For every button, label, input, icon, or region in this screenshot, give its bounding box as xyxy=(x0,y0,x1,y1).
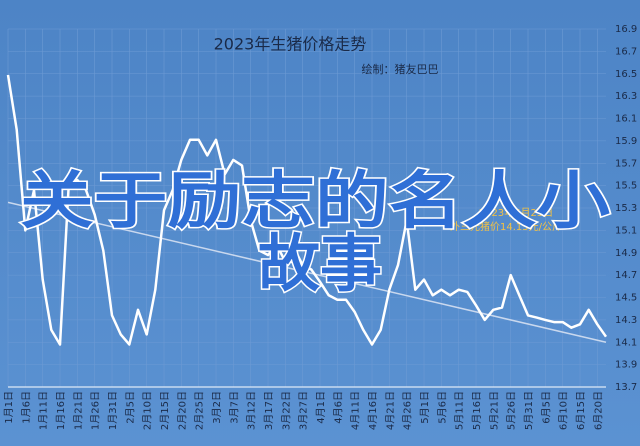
y-tick-label: 15.9 xyxy=(615,136,637,147)
trendline xyxy=(7,201,607,343)
x-tick-label: 6月15日 xyxy=(575,391,587,430)
x-tick-label: 5月1日 xyxy=(419,391,431,424)
x-tick-label: 3月2日 xyxy=(211,391,223,424)
y-tick-label: 14.3 xyxy=(615,315,637,326)
x-tick-label: 2月25日 xyxy=(194,391,206,430)
x-tick-label: 6月10日 xyxy=(558,391,570,430)
x-tick-label: 4月1日 xyxy=(315,391,327,424)
x-tick-label: 1月6日 xyxy=(20,391,32,424)
overlay-text: 故事 xyxy=(258,227,382,300)
x-tick-label: 2月15日 xyxy=(159,391,171,430)
x-tick-label: 5月21日 xyxy=(488,391,500,430)
x-tick-label: 4月26日 xyxy=(402,391,414,430)
x-tick-label: 2月10日 xyxy=(142,391,154,430)
x-tick-label: 1月31日 xyxy=(107,391,119,430)
x-tick-label: 3月7日 xyxy=(228,391,240,424)
price-line xyxy=(6,74,608,346)
y-tick-label: 13.9 xyxy=(615,360,637,371)
x-tick-label: 5月11日 xyxy=(454,391,466,430)
x-tick-label: 4月11日 xyxy=(350,391,362,430)
x-tick-label: 1月11日 xyxy=(38,391,50,430)
x-tick-label: 1月21日 xyxy=(72,391,84,430)
x-tick-label: 3月12日 xyxy=(246,391,258,430)
y-tick-label: 16.3 xyxy=(615,91,637,102)
y-tick-label: 16.7 xyxy=(615,46,637,57)
x-tick-label: 6月20日 xyxy=(592,391,604,430)
x-tick-label: 5月16日 xyxy=(471,391,483,430)
y-tick-label: 15.3 xyxy=(615,203,637,214)
y-tick-label: 14.1 xyxy=(615,337,637,348)
x-tick-label: 4月21日 xyxy=(384,391,396,430)
y-tick-label: 15.1 xyxy=(615,225,637,236)
y-tick-label: 16.5 xyxy=(615,69,637,80)
x-tick-label: 1月16日 xyxy=(55,391,67,430)
x-tick-label: 3月17日 xyxy=(263,391,275,430)
annotation: 外三元猪价14.15元/公斤 xyxy=(450,221,562,233)
x-tick-label: 4月6日 xyxy=(332,391,344,424)
x-tick-label: 3月27日 xyxy=(298,391,310,430)
overlay-text: 关于励志的名人小 xyxy=(20,164,610,237)
y-tick-label: 15.7 xyxy=(615,158,637,169)
x-tick-label: 5月31日 xyxy=(523,391,535,430)
x-tick-label: 2月5日 xyxy=(124,391,136,424)
y-tick-label: 14.7 xyxy=(615,270,637,281)
x-tick-label: 1月26日 xyxy=(90,391,102,430)
y-tick-label: 15.5 xyxy=(615,181,637,192)
chart-title: 2023年生猪价格走势 xyxy=(214,35,367,54)
x-tick-label: 5月6日 xyxy=(436,391,448,424)
x-tick-label: 1月1日 xyxy=(3,391,15,424)
grid xyxy=(7,28,606,388)
chart-subtitle: 绘制：猪友巴巴 xyxy=(362,62,439,76)
plot xyxy=(6,74,608,346)
y-tick-label: 13.7 xyxy=(615,382,637,393)
annotation: 2023年6月23日 xyxy=(479,206,554,219)
x-tick-label: 3月22日 xyxy=(280,391,292,430)
y-tick-label: 14.9 xyxy=(615,248,637,259)
x-tick-label: 6月5日 xyxy=(540,391,552,424)
y-tick-label: 14.5 xyxy=(615,293,637,304)
x-tick-label: 2月20日 xyxy=(176,391,188,430)
x-tick-label: 5月26日 xyxy=(506,391,518,430)
y-tick-label: 16.9 xyxy=(615,24,637,35)
x-tick-label: 4月16日 xyxy=(367,391,379,430)
y-tick-label: 16.1 xyxy=(615,114,637,125)
